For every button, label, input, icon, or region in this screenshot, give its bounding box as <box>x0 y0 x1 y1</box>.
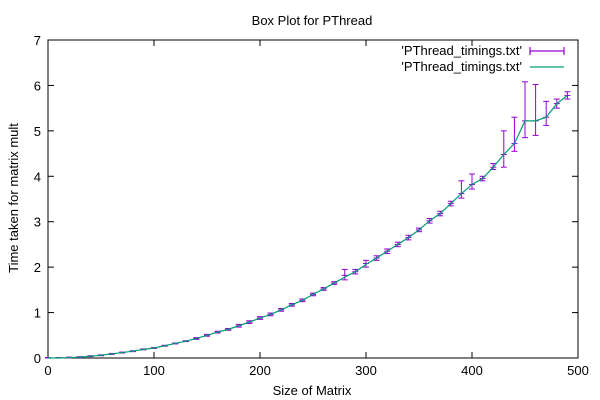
x-tick-label: 100 <box>143 363 165 378</box>
plot-frame <box>47 39 579 359</box>
x-tick-label: 400 <box>461 363 483 378</box>
x-tick-label: 0 <box>44 363 51 378</box>
x-axis-label: Size of Matrix <box>273 383 352 398</box>
y-tick-label: 7 <box>34 33 41 48</box>
y-tick-label: 1 <box>34 306 41 321</box>
y-tick-label: 2 <box>34 260 41 275</box>
axis-ticks: 0 100 200 300 400 500 0 1 2 3 4 5 6 7 <box>34 33 589 378</box>
errorbar-point <box>341 268 348 281</box>
y-tick-label: 6 <box>34 78 41 93</box>
y-tick-label: 5 <box>34 124 41 139</box>
y-tick-label: 4 <box>34 169 41 184</box>
errorbar-point <box>511 116 518 152</box>
x-tick-label: 300 <box>355 363 377 378</box>
data-marks <box>45 81 571 359</box>
errorbar-point <box>543 100 550 126</box>
errorbar-point <box>532 84 539 136</box>
errorbar-point <box>500 130 507 168</box>
series-line <box>48 94 568 359</box>
errorbar-point <box>522 81 528 139</box>
y-tick-label: 0 <box>34 351 41 366</box>
chart-title: Box Plot for PThread <box>252 13 373 28</box>
legend-label-errorbars: 'PThread_timings.txt' <box>401 43 522 58</box>
y-tick-label: 3 <box>34 215 41 230</box>
legend: 'PThread_timings.txt' 'PThread_timings.t… <box>401 43 565 74</box>
x-tick-label: 500 <box>567 363 589 378</box>
x-tick-label: 200 <box>249 363 271 378</box>
errorbar-point <box>394 241 401 248</box>
legend-label-line: 'PThread_timings.txt' <box>401 59 522 74</box>
y-axis-label: Time taken for matrix mult <box>6 123 21 273</box>
